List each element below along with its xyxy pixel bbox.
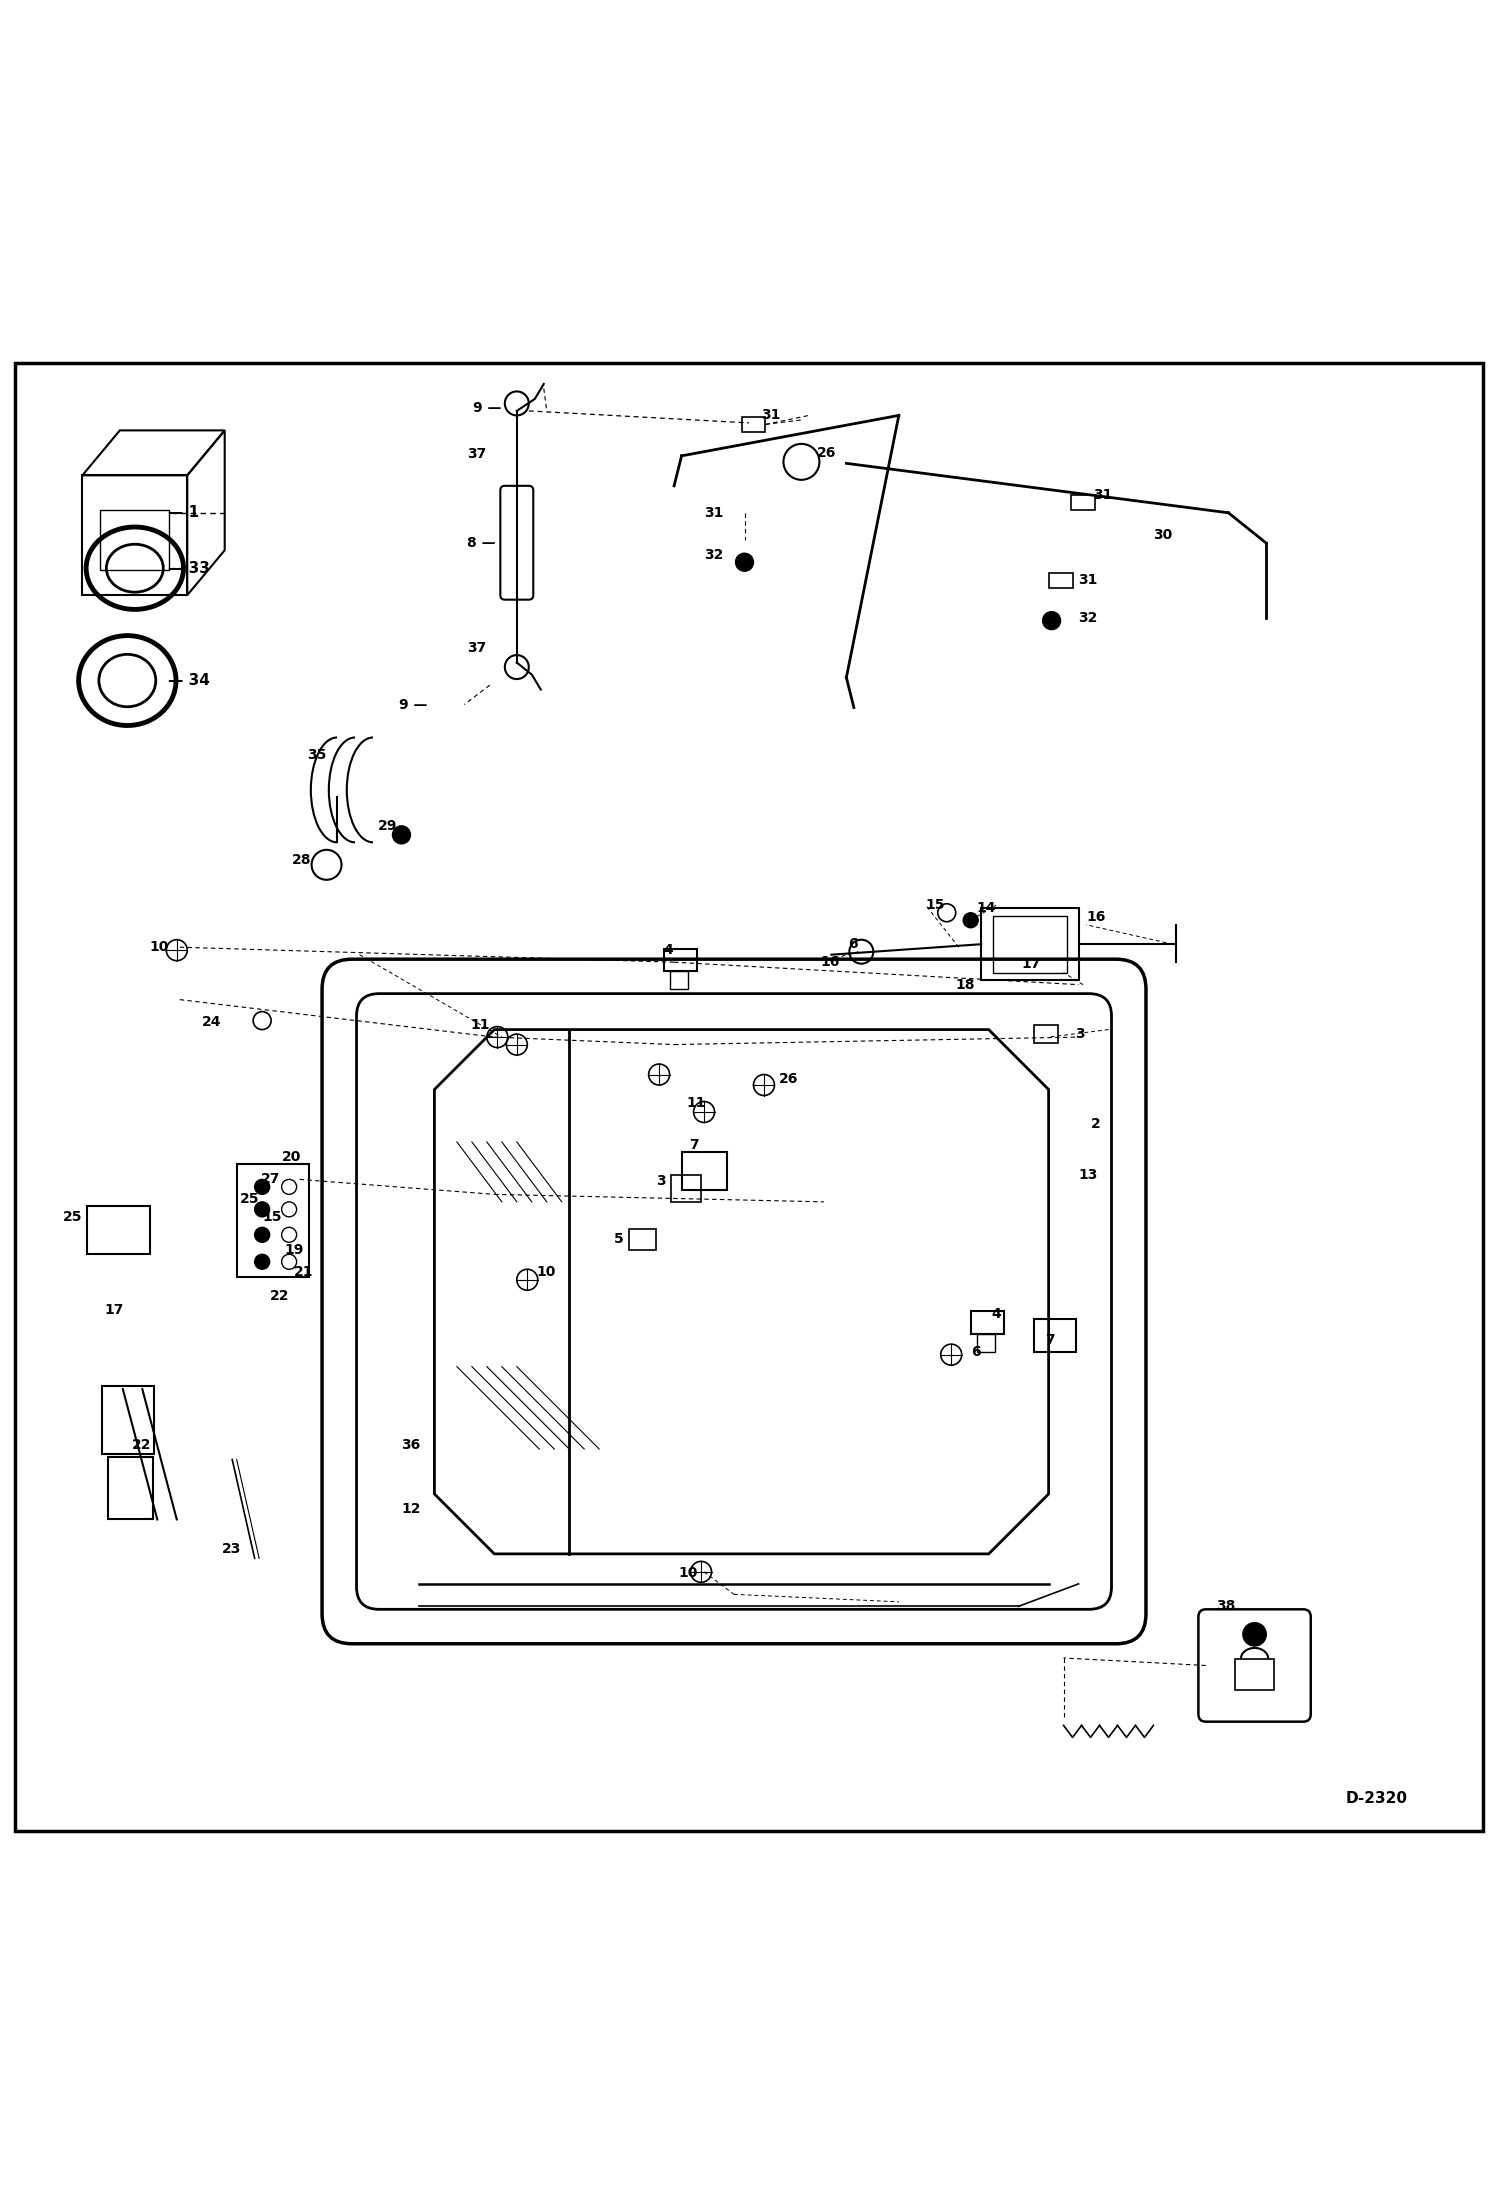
Bar (237, 1165, 309, 1277)
Text: 16: 16 (1086, 911, 1106, 924)
Text: 22: 22 (132, 1437, 151, 1452)
Text: 4: 4 (664, 943, 674, 957)
Text: 15: 15 (926, 897, 945, 913)
Bar (108, 1457, 153, 1520)
Text: 30: 30 (1153, 529, 1173, 542)
Text: 37: 37 (467, 641, 487, 654)
Text: 17: 17 (105, 1303, 124, 1316)
Text: 31: 31 (704, 507, 724, 520)
Circle shape (1243, 1624, 1266, 1646)
Circle shape (255, 1255, 270, 1270)
Text: 18: 18 (956, 979, 975, 992)
Text: 31: 31 (761, 408, 780, 423)
Text: 16: 16 (821, 954, 840, 970)
Circle shape (255, 1202, 270, 1218)
Bar (670, 972, 688, 989)
Text: 7: 7 (1046, 1332, 1055, 1347)
Bar (977, 1334, 995, 1352)
Text: 10: 10 (679, 1567, 698, 1580)
Text: 25: 25 (63, 1209, 82, 1224)
Text: — 33: — 33 (168, 562, 210, 575)
Text: 38: 38 (1216, 1599, 1236, 1613)
Text: 31: 31 (1094, 487, 1113, 502)
Bar (682, 1152, 727, 1189)
Text: 10: 10 (536, 1266, 556, 1279)
Text: 26: 26 (816, 445, 836, 461)
Text: 32: 32 (1079, 610, 1098, 625)
Text: 32: 32 (704, 548, 724, 562)
Text: 24: 24 (202, 1016, 222, 1029)
Bar (981, 908, 1079, 981)
Bar (102, 1387, 154, 1452)
Bar (971, 1312, 1004, 1334)
Bar (1071, 496, 1095, 509)
Bar (1034, 1319, 1076, 1352)
Text: D-2320: D-2320 (1347, 1790, 1408, 1806)
Bar (1034, 1025, 1058, 1042)
Text: 19: 19 (285, 1242, 304, 1257)
Bar (742, 417, 765, 432)
Text: 21: 21 (294, 1266, 313, 1279)
Text: 6: 6 (848, 937, 857, 952)
Text: 14: 14 (977, 902, 996, 915)
Text: 7: 7 (689, 1139, 698, 1152)
Text: — 1: — 1 (168, 505, 199, 520)
Text: 22: 22 (270, 1290, 289, 1303)
Text: 10: 10 (150, 941, 169, 954)
Bar (671, 1176, 701, 1202)
Text: 9 —: 9 — (398, 698, 427, 711)
Text: 27: 27 (261, 1172, 280, 1187)
Text: 2: 2 (1091, 1117, 1101, 1130)
Text: 23: 23 (222, 1542, 241, 1556)
Bar (1234, 1659, 1275, 1689)
Text: 13: 13 (1079, 1167, 1098, 1183)
Bar (100, 509, 169, 570)
Text: 15: 15 (262, 1209, 282, 1224)
Text: 37: 37 (467, 448, 487, 461)
Text: 11: 11 (686, 1097, 706, 1110)
Text: 31: 31 (1079, 573, 1098, 588)
Bar (1049, 573, 1073, 588)
Text: 25: 25 (240, 1191, 259, 1207)
Circle shape (1043, 612, 1061, 630)
Text: 20: 20 (282, 1150, 301, 1165)
Text: 29: 29 (377, 818, 397, 834)
Text: 6: 6 (971, 1345, 980, 1358)
Circle shape (963, 913, 978, 928)
Circle shape (736, 553, 753, 570)
Text: 17: 17 (1022, 957, 1041, 970)
Text: 8 —: 8 — (467, 535, 496, 551)
Text: 3: 3 (656, 1174, 665, 1187)
Text: 3: 3 (1076, 1027, 1085, 1042)
Text: 11: 11 (470, 1018, 490, 1031)
Text: 5: 5 (614, 1233, 625, 1246)
Bar (87, 1207, 150, 1255)
Text: — 34: — 34 (168, 674, 210, 689)
Circle shape (255, 1226, 270, 1242)
Text: 35: 35 (307, 748, 327, 764)
Text: 28: 28 (292, 853, 312, 867)
Circle shape (392, 825, 410, 845)
Text: 36: 36 (401, 1437, 421, 1452)
Bar (664, 948, 697, 972)
Text: 12: 12 (401, 1503, 421, 1516)
Text: 26: 26 (779, 1073, 798, 1086)
Circle shape (255, 1180, 270, 1194)
Bar (629, 1229, 656, 1251)
Bar (993, 915, 1067, 972)
Text: 9 —: 9 — (473, 402, 502, 415)
Text: 4: 4 (992, 1308, 1002, 1321)
